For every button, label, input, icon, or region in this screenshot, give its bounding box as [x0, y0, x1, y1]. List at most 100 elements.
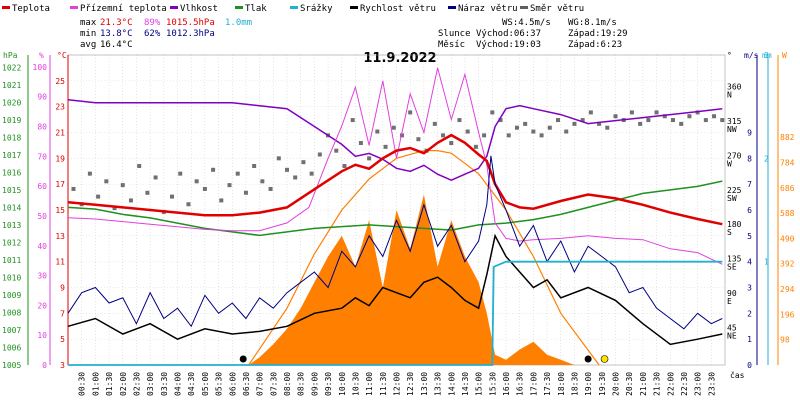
series-wind-gust [67, 155, 723, 330]
stat-moon-label: Měsíc [438, 40, 465, 50]
wind-direction-point-50 [482, 133, 487, 138]
dir-compass-1: NW [727, 125, 737, 134]
legend-swatch-1 [70, 6, 78, 9]
time-tick-41: 21:00 [639, 372, 648, 396]
ms-tick-4: 5 [747, 232, 752, 241]
series-ground-temperature [67, 67, 723, 265]
wind-direction-point-57 [539, 133, 544, 138]
time-tick-45: 23:00 [694, 372, 703, 396]
series-solar-theoretical [248, 150, 600, 366]
wind-direction-point-78 [712, 114, 717, 119]
legend-swatch-7 [520, 6, 528, 9]
ms-unit: m/s [744, 51, 759, 60]
dir-tick-7: 45 [727, 324, 737, 333]
dir-tick-6: 90 [727, 289, 737, 298]
wind-direction-point-18 [219, 198, 224, 203]
wind-direction-point-70 [646, 118, 651, 123]
hpa-tick-5: 1017 [2, 151, 21, 160]
wind-direction-point-36 [367, 156, 372, 161]
stat-min-press: 1012.3hPa [166, 29, 215, 39]
time-tick-35: 18:00 [557, 372, 566, 396]
hpa-tick-2: 1020 [2, 98, 21, 107]
w-tick-3: 588 [780, 209, 795, 218]
wind-direction-point-55 [523, 121, 528, 126]
legend-label-2: Vlhkost [180, 4, 218, 14]
ms-tick-5: 4 [747, 258, 752, 267]
wind-direction-point-24 [268, 186, 273, 191]
time-tick-18: 09:30 [324, 372, 333, 396]
hpa-tick-16: 1006 [2, 343, 21, 352]
wind-direction-point-40 [399, 133, 404, 138]
time-tick-20: 10:30 [351, 372, 360, 396]
legend-swatch-6 [448, 6, 456, 9]
wind-direction-point-72 [662, 114, 667, 119]
dir-unit: ° [727, 51, 732, 60]
time-tick-17: 09:00 [310, 372, 319, 396]
degc-tick-5: 15 [55, 206, 65, 215]
time-tick-46: 23:30 [707, 372, 716, 396]
stat-max-temp: 21.3°C [100, 18, 133, 28]
wind-direction-point-29 [309, 171, 314, 176]
wind-direction-point-6 [120, 183, 125, 188]
degc-tick-10: 5 [60, 335, 65, 344]
dir-tick-1: 315 [727, 117, 742, 126]
wind-direction-point-54 [514, 125, 519, 130]
w-tick-0: 882 [780, 133, 795, 142]
wind-direction-point-68 [629, 110, 634, 115]
legend-label-1: Přízemní teplota [80, 4, 167, 14]
dir-compass-4: S [727, 228, 732, 237]
time-tick-21: 11:00 [365, 372, 374, 396]
legend-swatch-0 [2, 6, 10, 9]
time-tick-27: 14:00 [447, 372, 456, 396]
wind-direction-point-19 [227, 183, 232, 188]
dir-compass-5: SE [727, 263, 737, 272]
wind-direction-point-2 [87, 171, 92, 176]
stat-sun-rise: Východ:06:37 [476, 29, 541, 39]
wind-direction-point-23 [260, 179, 265, 184]
wind-direction-point-49 [473, 144, 478, 149]
wind-direction-point-59 [556, 118, 561, 123]
time-tick-6: 03:30 [160, 372, 169, 396]
degc-unit: °C [57, 51, 67, 60]
wind-direction-point-71 [654, 110, 659, 115]
wind-direction-point-14 [186, 202, 191, 207]
degc-tick-9: 7 [60, 309, 65, 318]
time-tick-16: 08:30 [297, 372, 306, 396]
stat-avg-temp: 16.4°C [100, 40, 133, 50]
wind-direction-point-62 [580, 118, 585, 123]
dir-tick-4: 180 [727, 220, 742, 229]
hpa-tick-15: 1007 [2, 326, 21, 335]
w-tick-5: 392 [780, 260, 795, 269]
w-tick-8: 98 [780, 336, 790, 345]
chart-title: 11.9.2022 [363, 51, 436, 66]
dir-compass-2: W [727, 159, 732, 168]
stat-min-label: min [80, 29, 96, 39]
hpa-tick-13: 1009 [2, 291, 21, 300]
time-tick-43: 22:00 [666, 372, 675, 396]
degc-tick-0: 25 [55, 77, 65, 86]
hpa-tick-10: 1012 [2, 238, 21, 247]
wind-direction-point-12 [170, 194, 175, 199]
degc-tick-3: 19 [55, 154, 65, 163]
hpa-tick-6: 1016 [2, 168, 21, 177]
hpa-tick-12: 1010 [2, 273, 21, 282]
wind-direction-point-66 [613, 114, 618, 119]
time-tick-11: 06:00 [228, 372, 237, 396]
time-tick-30: 15:30 [488, 372, 497, 396]
dir-compass-6: E [727, 297, 732, 306]
wind-direction-point-69 [638, 121, 643, 126]
time-tick-3: 02:00 [119, 372, 128, 396]
time-tick-1: 01:00 [91, 372, 100, 396]
wind-direction-point-76 [695, 110, 700, 115]
hpa-tick-4: 1018 [2, 133, 21, 142]
wind-direction-point-0 [71, 186, 76, 191]
ms-tick-8: 1 [747, 335, 752, 344]
legend-label-7: Směr větru [530, 4, 584, 14]
dir-compass-3: SW [727, 194, 737, 203]
wind-direction-point-47 [457, 118, 462, 123]
wind-direction-point-58 [547, 125, 552, 130]
legend: Teplota Přízemní teplota Vlhkost Tlak Srážky… [2, 4, 584, 14]
w-tick-1: 784 [780, 158, 795, 167]
time-tick-8: 04:30 [187, 372, 196, 396]
dir-tick-2: 270 [727, 151, 742, 160]
